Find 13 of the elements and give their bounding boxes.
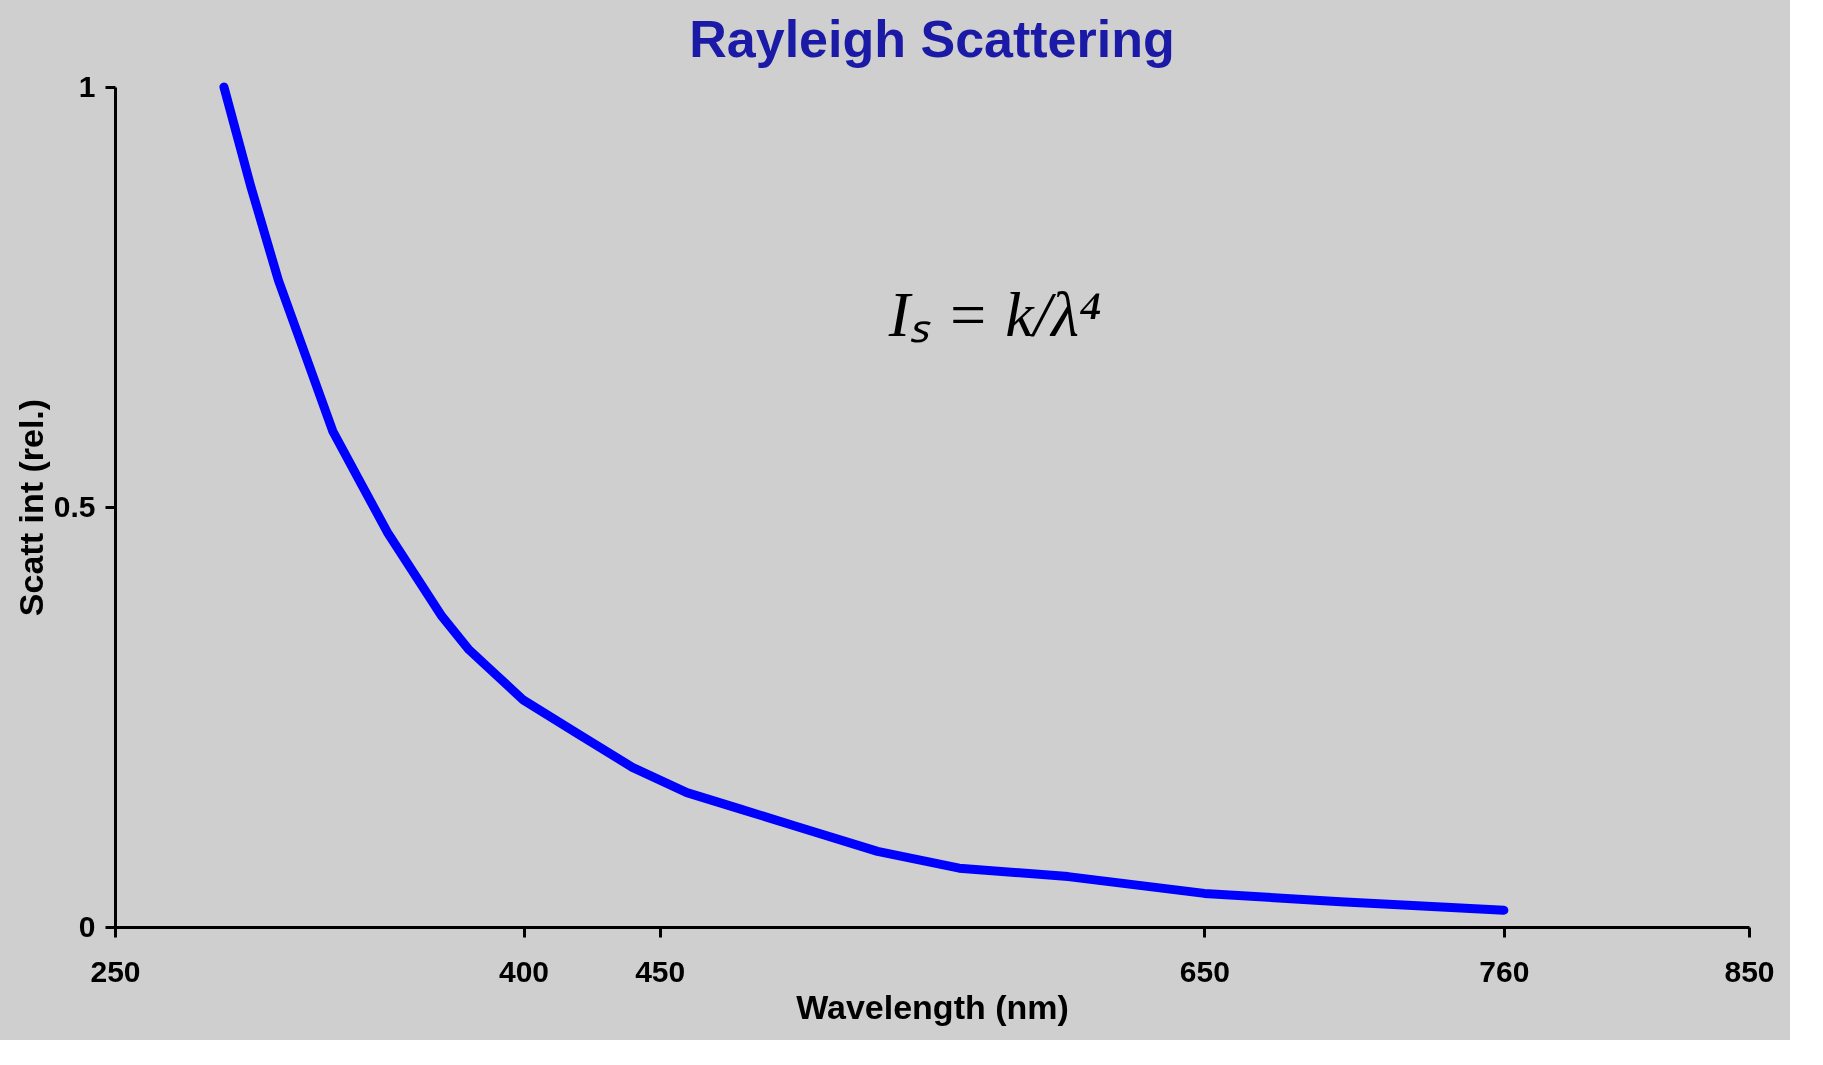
y-tick-label: 0.5	[53, 489, 96, 523]
x-tick-label: 650	[1179, 954, 1230, 988]
x-tick-label: 400	[498, 954, 550, 988]
annotation: Iₛ = k/λ⁴	[887, 279, 1102, 350]
y-tick-label: 0	[78, 909, 96, 943]
y-axis-title: Scatt int (rel.)	[11, 398, 50, 617]
chart-title: Rayleigh Scattering	[689, 10, 1175, 68]
x-tick-label: 250	[90, 954, 141, 988]
x-axis-title: Wavelength (nm)	[796, 987, 1069, 1026]
y-tick-label: 1	[78, 69, 96, 103]
x-tick-label: 850	[1724, 954, 1775, 988]
x-tick-label: 450	[635, 954, 686, 988]
x-tick-label: 760	[1479, 954, 1530, 988]
